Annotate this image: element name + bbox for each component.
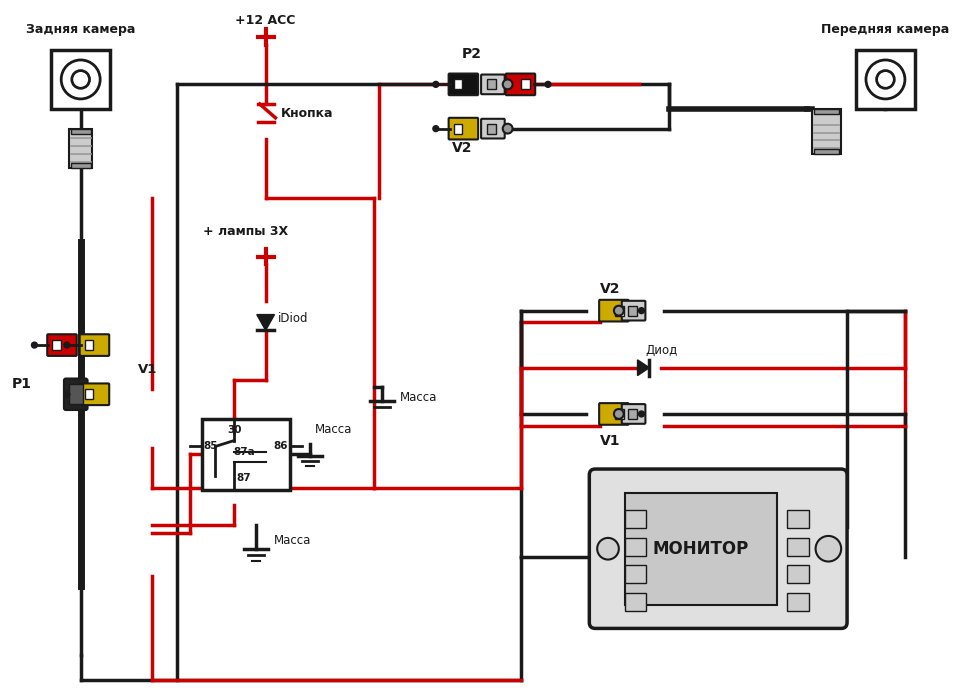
Bar — [628, 409, 636, 419]
FancyBboxPatch shape — [80, 384, 109, 405]
Circle shape — [433, 81, 439, 88]
Circle shape — [545, 81, 551, 88]
Text: Передняя камера: Передняя камера — [822, 23, 949, 36]
Circle shape — [433, 126, 439, 132]
Bar — [787, 510, 808, 528]
Text: 86: 86 — [274, 442, 288, 452]
Circle shape — [32, 342, 37, 348]
Circle shape — [64, 391, 70, 397]
Circle shape — [866, 60, 905, 99]
FancyBboxPatch shape — [599, 403, 629, 425]
Bar — [628, 306, 636, 316]
Circle shape — [61, 60, 100, 99]
Text: МОНИТОР: МОНИТОР — [653, 540, 749, 558]
Bar — [52, 340, 61, 350]
Text: Кнопка: Кнопка — [280, 107, 333, 120]
Bar — [51, 50, 110, 109]
Circle shape — [503, 79, 513, 90]
FancyBboxPatch shape — [622, 301, 645, 321]
Bar — [487, 79, 496, 90]
Bar — [615, 306, 624, 316]
FancyBboxPatch shape — [481, 119, 505, 139]
Circle shape — [638, 411, 644, 417]
Bar — [814, 109, 839, 114]
Text: 30: 30 — [227, 425, 241, 435]
Bar — [71, 163, 90, 168]
Bar — [69, 129, 92, 168]
Text: V1: V1 — [137, 363, 157, 376]
Bar — [787, 566, 808, 583]
Circle shape — [816, 536, 841, 561]
Text: V2: V2 — [452, 141, 472, 155]
Bar — [625, 593, 646, 610]
Bar — [84, 389, 93, 399]
Text: V1: V1 — [600, 435, 620, 449]
Bar — [625, 566, 646, 583]
FancyBboxPatch shape — [589, 469, 847, 629]
FancyBboxPatch shape — [481, 74, 505, 95]
FancyBboxPatch shape — [622, 404, 645, 424]
FancyBboxPatch shape — [64, 379, 87, 410]
Bar — [615, 409, 624, 419]
Circle shape — [876, 71, 895, 88]
Polygon shape — [637, 360, 649, 376]
Text: P1: P1 — [12, 377, 32, 391]
Circle shape — [72, 71, 89, 88]
Text: V2: V2 — [600, 282, 620, 296]
FancyBboxPatch shape — [448, 74, 478, 95]
FancyBboxPatch shape — [599, 300, 629, 321]
Text: 87: 87 — [237, 473, 252, 483]
Bar — [453, 124, 463, 134]
Bar — [787, 538, 808, 556]
Bar — [625, 538, 646, 556]
Text: 87a: 87a — [233, 447, 254, 457]
FancyBboxPatch shape — [47, 335, 77, 356]
Bar — [453, 79, 463, 90]
Bar — [625, 493, 778, 605]
Circle shape — [613, 409, 624, 419]
Text: 85: 85 — [204, 442, 218, 452]
Bar — [202, 419, 290, 490]
Text: Диод: Диод — [645, 344, 678, 356]
Circle shape — [638, 308, 644, 314]
Text: + лампы 3Х: + лампы 3Х — [204, 225, 289, 239]
Circle shape — [64, 342, 70, 348]
FancyBboxPatch shape — [80, 335, 109, 356]
Text: +12 ACC: +12 ACC — [235, 13, 296, 27]
Polygon shape — [256, 314, 275, 330]
Bar — [856, 50, 915, 109]
Circle shape — [613, 306, 624, 316]
Bar — [84, 340, 93, 350]
Text: iDiod: iDiod — [277, 312, 308, 325]
Bar — [521, 79, 530, 90]
Text: Масса: Масса — [315, 424, 352, 436]
Text: Масса: Масса — [399, 391, 437, 404]
FancyBboxPatch shape — [448, 118, 478, 139]
FancyBboxPatch shape — [506, 74, 536, 95]
Text: Задняя камера: Задняя камера — [26, 23, 135, 36]
Bar — [787, 593, 808, 610]
Bar — [811, 109, 841, 154]
Bar — [487, 124, 496, 134]
Text: Масса: Масса — [274, 534, 311, 547]
Bar — [814, 149, 839, 154]
Text: P2: P2 — [462, 47, 482, 61]
Bar — [69, 384, 83, 404]
Bar — [71, 129, 90, 134]
Bar — [625, 510, 646, 528]
Circle shape — [597, 538, 619, 559]
Circle shape — [503, 124, 513, 134]
